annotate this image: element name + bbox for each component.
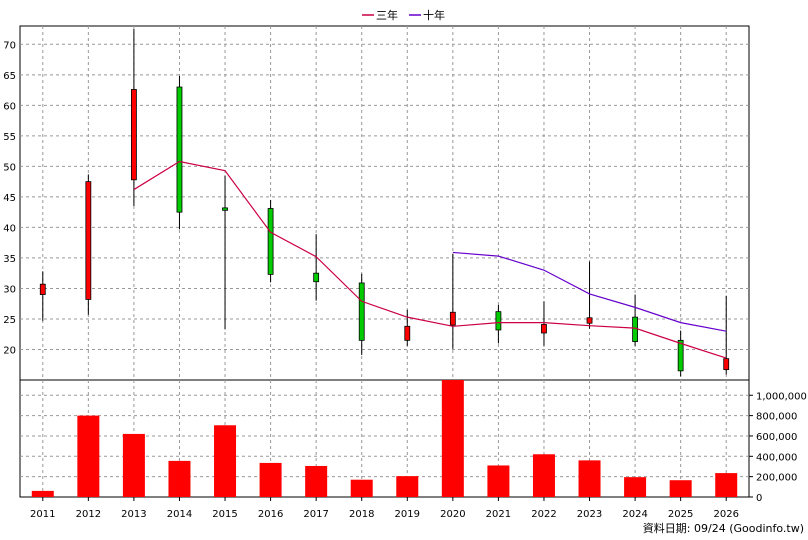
candle: [267, 199, 274, 283]
candle-body: [677, 339, 684, 372]
volume-bar: [669, 480, 692, 497]
candle-body: [313, 272, 320, 283]
candle: [85, 174, 92, 315]
volume-tick-label: 600,000: [756, 432, 797, 443]
candle-body: [632, 316, 638, 342]
price-tick-label: 50: [3, 162, 16, 173]
x-tick-label: 2024: [622, 509, 647, 520]
volume-panel-frame: [19, 379, 750, 498]
price-tick-label: 60: [3, 101, 16, 112]
price-panel-frame: [19, 25, 750, 381]
volume-bar: [532, 454, 555, 497]
volume-bar: [259, 462, 282, 497]
x-tick-label: 2012: [76, 509, 101, 520]
legend-label-3yr: 三年: [376, 8, 398, 22]
legend: 三年 十年: [362, 8, 445, 22]
candle-body: [131, 89, 137, 181]
candle-body: [176, 86, 183, 213]
x-tick-label: 2025: [668, 509, 693, 520]
price-tick-label: 25: [3, 315, 16, 326]
price-tick-label: 20: [3, 345, 16, 356]
volume-bar: [441, 380, 464, 497]
volume-tick-label: 400,000: [756, 452, 797, 463]
candle-body: [85, 181, 92, 300]
candle: [222, 175, 228, 330]
candle: [586, 261, 593, 329]
candle: [176, 76, 183, 230]
candle: [495, 304, 502, 344]
candle: [313, 234, 320, 301]
x-tick-label: 2013: [121, 509, 146, 520]
volume-bar: [77, 415, 100, 497]
volume-tick-label: 800,000: [756, 412, 797, 423]
candle: [404, 309, 411, 346]
x-tick-label: 2018: [349, 509, 374, 520]
candle-body: [39, 283, 46, 295]
x-tick-label: 2023: [577, 509, 602, 520]
candle-body: [449, 311, 456, 326]
price-axis: 20 25 30 35 40 45 50 55 60 65 70: [3, 40, 16, 356]
x-tick-label: 2019: [395, 509, 420, 520]
x-axis: 2011 2012 2013 2014 2015 2016 2017 2018 2019 2020…: [30, 497, 739, 520]
volume-bar: [214, 425, 237, 497]
series-line-十年: [452, 251, 727, 332]
candle-body: [495, 311, 502, 331]
x-tick-label: 2016: [258, 509, 283, 520]
candles: [39, 29, 730, 377]
x-tick-label: 2022: [531, 509, 556, 520]
price-tick-label: 40: [3, 223, 16, 234]
price-tick-label: 30: [3, 284, 16, 295]
volume-bar: [305, 465, 328, 497]
volume-bar: [396, 476, 419, 497]
x-tick-label: 2014: [167, 509, 192, 520]
candle: [541, 301, 547, 346]
grid: [20, 26, 749, 497]
volume-bar: [624, 477, 647, 497]
series-line-三年: [133, 160, 727, 359]
volume-axis: 0 200,000 400,000 600,000 800,000 1,000,000: [749, 391, 807, 504]
volume-bar: [168, 460, 191, 497]
price-tick-label: 35: [3, 254, 16, 265]
candle: [358, 273, 365, 355]
volume-bars: [31, 380, 738, 497]
volume-bar: [715, 473, 738, 497]
price-tick-label: 65: [3, 71, 16, 82]
legend-label-10yr: 十年: [423, 8, 445, 22]
candle-body: [222, 207, 228, 211]
candle: [39, 271, 46, 321]
candle: [632, 294, 638, 346]
volume-bar: [122, 433, 145, 497]
volume-tick-label: 200,000: [756, 473, 797, 484]
price-tick-label: 70: [3, 40, 16, 51]
price-tick-label: 55: [3, 132, 16, 143]
volume-bar: [578, 460, 601, 497]
volume-tick-label: 1,000,000: [756, 391, 807, 402]
candle-body: [267, 208, 274, 275]
price-tick-label: 45: [3, 193, 16, 204]
candle-body: [541, 324, 547, 334]
footer-date-source: 資料日期: 09/24 (Goodinfo.tw): [643, 521, 804, 535]
volume-tick-label: 0: [756, 493, 762, 504]
x-tick-label: 2026: [713, 509, 738, 520]
volume-bar: [31, 490, 54, 497]
candle: [723, 295, 730, 375]
candle-body: [586, 317, 593, 324]
candle: [677, 330, 684, 377]
candle: [449, 253, 456, 349]
candle-body: [358, 282, 365, 341]
x-tick-label: 2020: [440, 509, 465, 520]
x-tick-label: 2017: [303, 509, 328, 520]
x-tick-label: 2021: [486, 509, 511, 520]
moving-average-lines: [133, 160, 727, 359]
x-tick-label: 2011: [30, 509, 55, 520]
volume-bar: [350, 479, 373, 497]
candle-body: [723, 358, 730, 371]
volume-bar: [487, 465, 510, 497]
candle-body: [404, 325, 411, 341]
candle: [131, 29, 137, 207]
x-tick-label: 2015: [212, 509, 237, 520]
